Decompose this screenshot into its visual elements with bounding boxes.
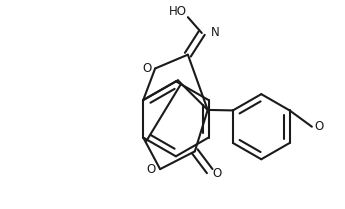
Text: HO: HO (169, 5, 187, 18)
Text: N: N (211, 27, 219, 40)
Text: O: O (315, 120, 324, 133)
Text: O: O (213, 167, 222, 180)
Text: O: O (146, 163, 155, 176)
Text: O: O (142, 62, 151, 75)
